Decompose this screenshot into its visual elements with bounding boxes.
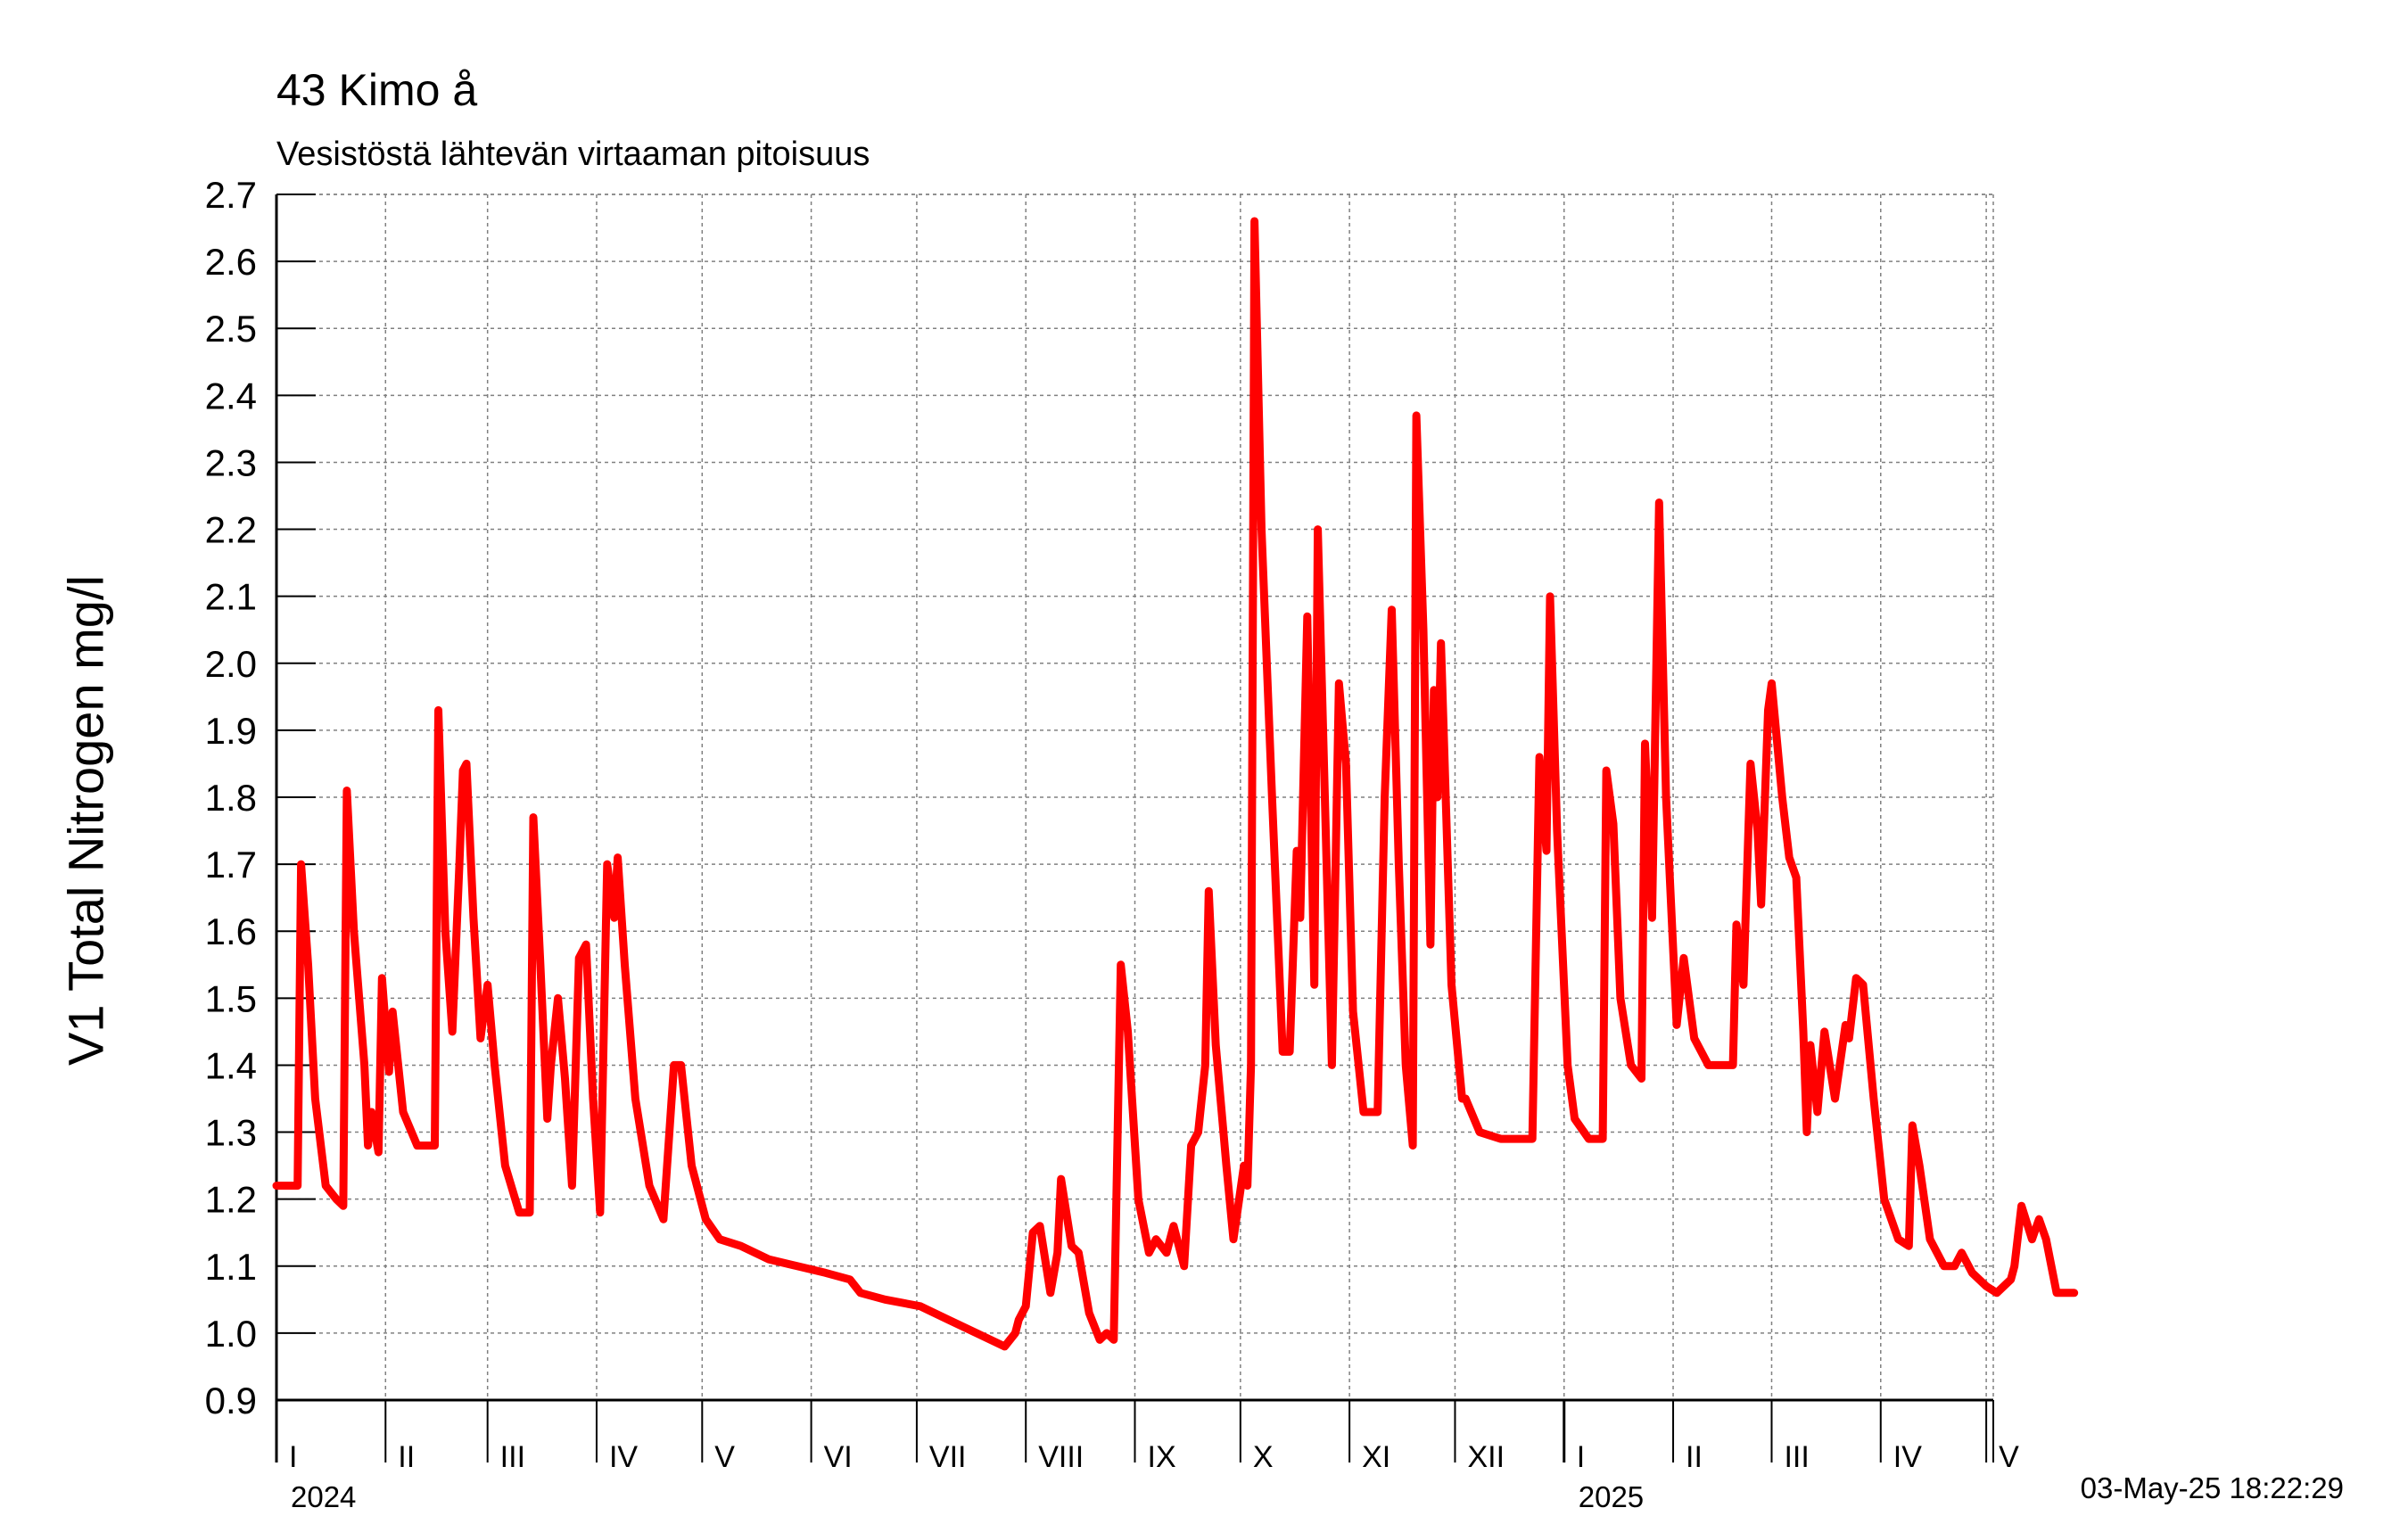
y-tick-labels: 0.9 1.0 1.1 1.2 1.3 1.4 1.5 1.6 1.7 1.8 1.9 2.0 2.1 2… — [205, 174, 257, 1421]
y-tick-label: 1.5 — [205, 977, 257, 1019]
month-label: II — [398, 1440, 415, 1474]
chart-title: 43 Kimo å — [276, 65, 478, 115]
month-label: II — [1686, 1440, 1703, 1474]
y-tick-label: 1.6 — [205, 910, 257, 952]
month-label: VIII — [1038, 1440, 1084, 1474]
y-tick-label: 2.6 — [205, 241, 257, 283]
month-label: IV — [1893, 1440, 1922, 1474]
series-line-total-nitrogen — [272, 217, 2079, 1351]
month-label: I — [1577, 1440, 1585, 1474]
month-label: XI — [1362, 1440, 1390, 1474]
y-tick-label: 1.9 — [205, 710, 257, 752]
month-label: X — [1253, 1440, 1274, 1474]
year-label: 2024 — [291, 1480, 356, 1513]
axes — [275, 194, 1994, 1462]
month-label: V — [714, 1440, 735, 1474]
y-tick-label: 2.5 — [205, 308, 257, 350]
y-tick-label: 2.4 — [205, 375, 257, 416]
y-tick-label: 1.2 — [205, 1179, 257, 1221]
y-tick-label: 2.1 — [205, 576, 257, 618]
timestamp: 03-May-25 18:22:29 — [2080, 1471, 2344, 1504]
month-label: V — [1999, 1440, 2019, 1474]
year-label: 2025 — [1579, 1480, 1644, 1513]
y-tick-label: 1.0 — [205, 1313, 257, 1355]
month-label: XII — [1467, 1440, 1505, 1474]
month-label: VI — [824, 1440, 853, 1474]
y-tick-label: 1.4 — [205, 1044, 257, 1086]
month-label: IX — [1148, 1440, 1176, 1474]
y-tick-label: 2.0 — [205, 643, 257, 685]
y-tick-label: 2.3 — [205, 441, 257, 483]
y-tick-label: 1.8 — [205, 777, 257, 819]
month-label: III — [1784, 1440, 1809, 1474]
y-tick-label: 2.2 — [205, 509, 257, 551]
month-label: IV — [609, 1440, 638, 1474]
y-axis-label: V1 Total Nitrogen mg/l — [57, 575, 114, 1066]
y-tick-label: 0.9 — [205, 1380, 257, 1421]
chart-subtitle: Vesistöstä lähtevän virtaaman pitoisuus — [276, 136, 870, 173]
y-tick-label: 1.3 — [205, 1112, 257, 1154]
data-series — [272, 217, 2079, 1351]
month-label: III — [500, 1440, 525, 1474]
month-label: VII — [929, 1440, 967, 1474]
grid-lines — [276, 194, 1994, 1400]
y-tick-label: 2.7 — [205, 174, 257, 216]
y-tick-label: 1.1 — [205, 1246, 257, 1288]
month-label: I — [289, 1440, 297, 1474]
y-tick-label: 1.7 — [205, 844, 257, 886]
